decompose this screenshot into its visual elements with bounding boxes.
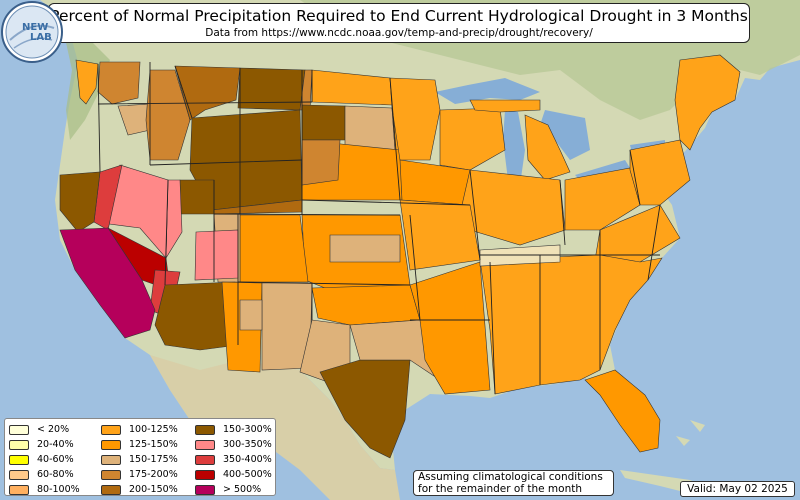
legend-col-1: < 20% 20-40% 40-60% 60-80% 80-100% [9,422,80,497]
legend-label: < 20% [37,424,70,435]
legend-swatch [9,469,29,480]
region-south-belt [479,254,663,395]
legend-item: 100-125% [101,422,178,437]
region-mt-west [174,65,241,121]
legend-swatch [195,439,215,450]
legend-label: 350-400% [223,454,272,465]
legend-label: 200-150% [129,484,178,495]
legend-col-2: 100-125% 125-150% 150-175% 175-200% 200-… [101,422,178,497]
legend-label: 125-150% [129,439,178,450]
legend-swatch [101,469,121,480]
legend-item: 60-80% [9,467,80,482]
lake-michigan [503,110,525,185]
legend-item: 150-175% [101,452,178,467]
legend-swatch [101,484,121,495]
logo-text-top: NEW [22,22,48,33]
region-id [145,69,191,161]
region-ut-north [179,179,215,215]
legend-label: 80-100% [37,484,80,495]
legend: < 20% 20-40% 40-60% 60-80% 80-100% 100-1… [4,418,276,496]
drought-regions [59,54,741,459]
legend-item: 125-150% [101,437,178,452]
legend-label: 150-175% [129,454,178,465]
assumption-note: Assuming climatological conditions for t… [413,470,614,496]
legend-label: 100-125% [129,424,178,435]
note-line-2: for the remainder of the month [418,483,583,495]
region-oh [564,167,641,231]
logo-text-bottom: LAB [30,32,52,43]
legend-label: 300-350% [223,439,272,450]
legend-item: > 500% [195,482,272,497]
legend-item: 175-200% [101,467,178,482]
legend-swatch [9,424,29,435]
region-ut-south [194,229,239,281]
legend-swatch [101,439,121,450]
region-florida [584,369,661,453]
legend-label: 20-40% [37,439,74,450]
region-mi-up [469,99,541,113]
legend-label: 400-500% [223,469,272,480]
region-ca-south [59,227,156,339]
legend-item: 40-60% [9,452,80,467]
legend-item: 350-400% [195,452,272,467]
legend-swatch [101,454,121,465]
state-boundaries [97,62,661,395]
legend-label: 175-200% [129,469,178,480]
region-tx-east [349,319,441,381]
region-co [239,214,309,283]
legend-swatch [195,424,215,435]
region-az [154,281,239,351]
region-sd-west [301,104,346,141]
region-ne-west [301,139,341,186]
region-ks-core [329,234,401,263]
region-new-england [674,54,741,151]
map-title: Percent of Normal Precipitation Required… [50,7,748,25]
region-sd [344,105,396,151]
region-ca-north [59,171,101,233]
newlab-logo-icon: NEW LAB [1,1,63,63]
valid-date: Valid: May 02 2025 [680,481,795,497]
legend-item: 300-350% [195,437,272,452]
legend-item: < 20% [9,422,80,437]
legend-item: 80-100% [9,482,80,497]
legend-label: 150-300% [223,424,272,435]
legend-item: 150-300% [195,422,272,437]
bahamas [676,420,705,446]
legend-item: 400-500% [195,467,272,482]
lake-huron [540,110,590,160]
legend-item: 20-40% [9,437,80,452]
region-wa-east [97,61,141,105]
region-mt-central [237,67,306,111]
legend-label: > 500% [223,484,262,495]
region-nm-mid [239,299,263,331]
legend-swatch [9,454,29,465]
region-wa-west [75,59,99,105]
map-source: Data from https://www.ncdc.noaa.gov/temp… [205,27,593,39]
legend-swatch [195,484,215,495]
region-mn [389,77,441,161]
legend-item: 200-150% [101,482,178,497]
legend-swatch [195,469,215,480]
legend-swatch [9,439,29,450]
legend-label: 60-80% [37,469,74,480]
region-pa-ny [629,139,691,206]
lake-superior [435,78,540,104]
title-box: Percent of Normal Precipitation Required… [48,3,750,43]
legend-swatch [9,484,29,495]
legend-swatch [195,454,215,465]
legend-swatch [101,424,121,435]
region-mi [524,114,571,181]
legend-col-3: 150-300% 300-350% 350-400% 400-500% > 50… [195,422,272,497]
region-ok [311,284,421,326]
legend-label: 40-60% [37,454,74,465]
note-line-1: Assuming climatological conditions [418,471,603,483]
